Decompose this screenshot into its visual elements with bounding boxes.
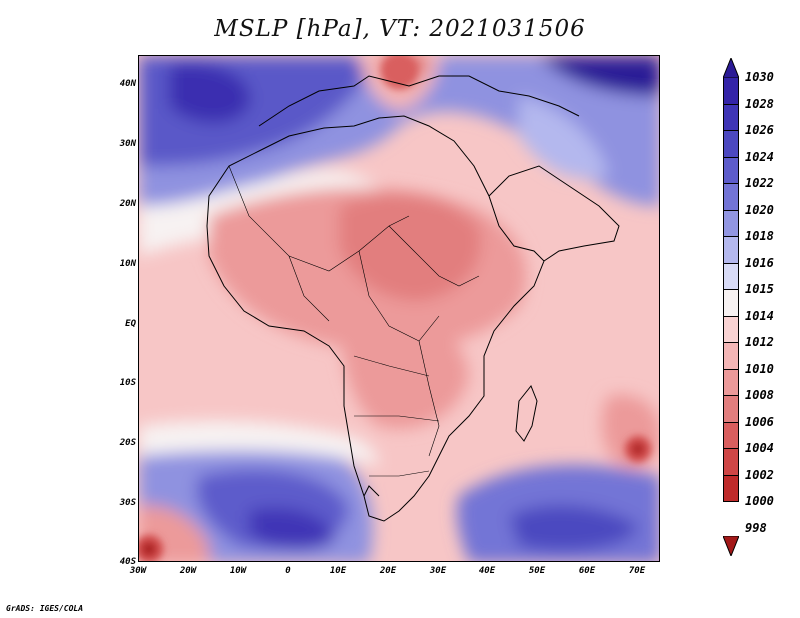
lon-label-50e: 50E [528,566,546,576]
colorbar-cell [723,475,739,502]
colorbar-cell [723,369,739,396]
lon-label-70e: 70E [628,566,646,576]
coastlines [206,75,620,522]
colorbar-label: 1010 [745,361,774,376]
colorbar-label: 1008 [745,388,774,402]
lat-label-eq: EQ [125,319,136,329]
lon-label-20e: 20E [379,566,397,576]
colorbar-cell [723,184,739,211]
colorbar-cell [723,131,739,158]
colorbar-cell [723,396,739,423]
colorbar-label: 1028 [745,96,774,111]
pressure-map [138,55,660,562]
lat-label-10s: 10S [119,378,136,388]
colorbar-cell [723,210,739,237]
footer-credit: GrADS: IGES/COLA [6,604,84,613]
lon-label-10w: 10W [229,566,247,576]
colorbar-label: 1014 [745,308,774,323]
colorbar-label: 1012 [745,335,774,349]
colorbar-label: 1024 [745,149,774,164]
colorbar-label: 1015 [745,282,774,296]
country-borders [228,165,480,477]
colorbar-label: 1026 [745,123,774,137]
colorbar-label: 1004 [745,441,774,455]
colorbar-label: 1030 [745,70,774,84]
lon-label-20w: 20W [179,566,197,576]
lat-label-20n: 20N [119,199,136,209]
lat-label-40s: 40S [119,557,136,567]
colorbar-cell [723,290,739,317]
colorbar-label: 1020 [745,202,774,217]
colorbar-top-arrow [723,58,739,78]
lon-label-10e: 10E [329,566,347,576]
colorbar-cell [723,104,739,131]
lat-label-30n: 30N [119,139,136,149]
colorbar-label: 998 [745,520,767,535]
colorbar-cell [723,343,739,370]
lon-label-30w: 30W [129,566,147,576]
lon-label-0: 0 [285,566,291,576]
colorbar-label: 1022 [745,176,774,190]
chart-title: MSLP [hPa], VT: 2021031506 [214,16,586,42]
colorbar-cell [723,157,739,184]
colorbar-bottom-arrow [723,536,739,556]
pressure-field [139,56,659,561]
colorbar-cell [723,263,739,290]
colorbar-label: 1018 [745,229,774,243]
lat-label-10n: 10N [119,259,136,269]
colorbar-cell [723,316,739,343]
lat-label-30s: 30S [119,498,136,508]
lat-label-40n: 40N [119,79,136,89]
colorbar-label: 1016 [745,255,774,270]
colorbar-cell [723,237,739,264]
lon-label-40e: 40E [478,566,496,576]
colorbar-cell [723,449,739,476]
colorbar-label: 1006 [745,414,774,429]
colorbar-cell [723,78,739,105]
lat-label-20s: 20S [119,438,136,448]
lon-label-60e: 60E [578,566,596,576]
colorbar-cell [723,422,739,449]
colorbar-label: 1002 [745,467,774,482]
colorbar-label: 1000 [745,494,774,508]
lon-label-30e: 30E [429,566,447,576]
